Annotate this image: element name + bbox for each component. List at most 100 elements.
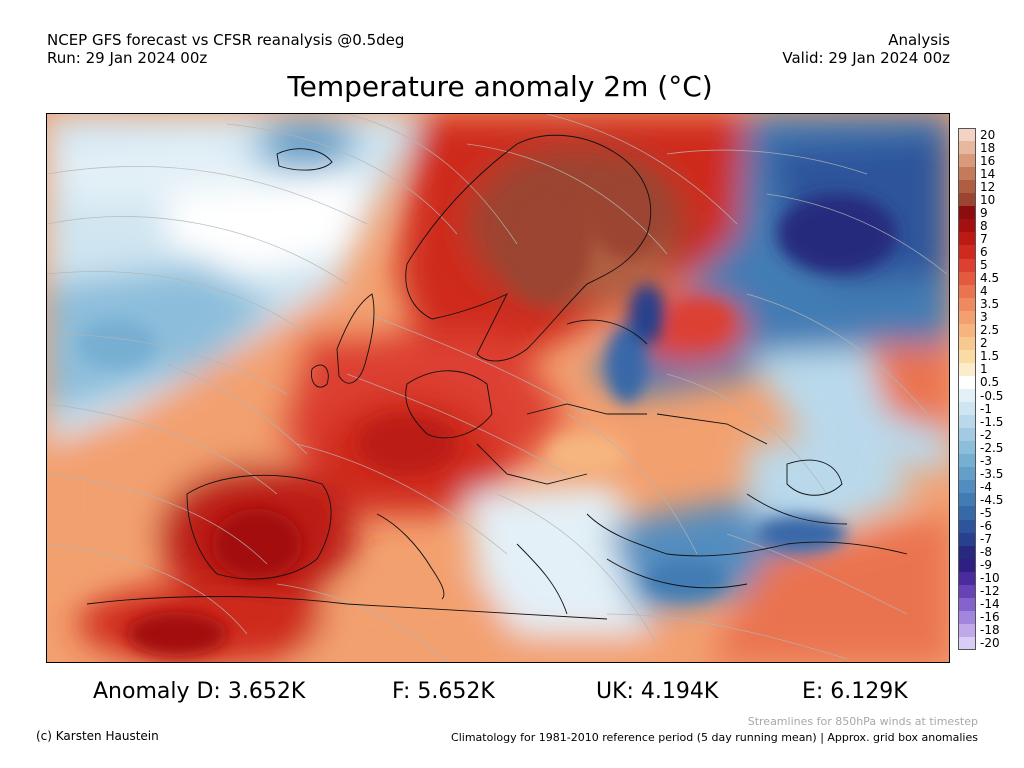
colorbar-cell: [958, 310, 976, 325]
colorbar-label: -4.5: [980, 492, 1004, 507]
colorbar-label: -12: [980, 584, 1000, 599]
colorbar-cell: [958, 349, 976, 364]
colorbar-cell: [958, 493, 976, 507]
colorbar-label: 16: [980, 153, 996, 168]
colorbar-label: -3: [980, 453, 992, 468]
colorbar-label: -20: [980, 636, 1000, 651]
colorbar-cell: [958, 323, 976, 338]
colorbar-label: 2.5: [980, 323, 1000, 338]
colorbar-cell: [958, 441, 976, 455]
colorbar-cell: [958, 154, 976, 168]
colorbar-cell: [958, 128, 976, 142]
colorbar-cell: [958, 532, 976, 547]
anomaly-detail: [77, 169, 897, 656]
colorbar-cell: [958, 480, 976, 494]
colorbar-label: -1: [980, 401, 992, 416]
anomaly-d-value: Anomaly D: 3.652K: [93, 679, 306, 704]
colorbar-label: -16: [980, 610, 1000, 625]
run-line: Run: 29 Jan 2024 00z: [47, 49, 208, 67]
colorbar-cell: [958, 180, 976, 194]
colorbar-label: 0.5: [980, 375, 1000, 390]
colorbar-label: 3.5: [980, 297, 1000, 312]
anomaly-field-svg: [47, 114, 949, 662]
colorbar-cell: [958, 636, 976, 651]
streamline-note: Streamlines for 850hPa winds at timestep: [747, 715, 978, 728]
colorbar-cell: [958, 232, 976, 246]
colorbar-cell: [958, 375, 976, 390]
colorbar-label: -2.5: [980, 440, 1004, 455]
colorbar-label: 7: [980, 231, 988, 246]
colorbar-label: 10: [980, 192, 996, 207]
colorbar-cell: [958, 219, 976, 233]
colorbar-label: 1.5: [980, 349, 1000, 364]
colorbar-cell: [958, 467, 976, 481]
wind-streamlines: [47, 114, 948, 662]
colorbar-cell: [958, 402, 976, 416]
colorbar-label: -8: [980, 545, 992, 560]
colorbar-cell: [958, 389, 976, 403]
colorbar-label: -3.5: [980, 466, 1004, 481]
header-left: NCEP GFS forecast vs CFSR reanalysis @0.…: [47, 31, 404, 67]
colorbar-cell: [958, 571, 976, 586]
colorbar-cell: [958, 558, 976, 573]
colorbar-label: -14: [980, 597, 1000, 612]
source-line: NCEP GFS forecast vs CFSR reanalysis @0.…: [47, 31, 405, 49]
header-right: Analysis Valid: 29 Jan 2024 00z: [782, 31, 950, 67]
colorbar-label: 14: [980, 166, 996, 181]
colorbar-cell: [958, 245, 976, 259]
colorbar-cell: [958, 258, 976, 273]
colorbar-label: 5: [980, 258, 988, 273]
climatology-note: Climatology for 1981-2010 reference peri…: [451, 731, 978, 744]
colorbar-label: -1.5: [980, 414, 1004, 429]
colorbar-cell: [958, 519, 976, 534]
colorbar-label: -10: [980, 571, 1000, 586]
colorbar-label: 4.5: [980, 271, 1000, 286]
colorbar-cell: [958, 193, 976, 207]
colorbar-cell: [958, 362, 976, 377]
colorbar-cell: [958, 336, 976, 351]
colorbar-label: -6: [980, 519, 992, 534]
copyright-text: (c) Karsten Haustein: [36, 729, 159, 743]
colorbar-label: -9: [980, 558, 992, 573]
colorbar-cell: [958, 167, 976, 181]
colorbar-label: 9: [980, 205, 988, 220]
colorbar-cell: [958, 206, 976, 220]
valid-time-line: Valid: 29 Jan 2024 00z: [782, 49, 950, 67]
anomaly-map: [46, 113, 950, 663]
colorbar: [958, 128, 976, 651]
colorbar-cell: [958, 428, 976, 442]
colorbar-cell: [958, 545, 976, 560]
colorbar-cell: [958, 297, 976, 312]
anomaly-e-value: E: 6.129K: [802, 679, 908, 704]
colorbar-label: 8: [980, 218, 988, 233]
colorbar-cell: [958, 597, 976, 612]
colorbar-cell: [958, 610, 976, 625]
colorbar-cell: [958, 584, 976, 599]
colorbar-cell: [958, 506, 976, 520]
colorbar-cell: [958, 415, 976, 429]
colorbar-label: -4: [980, 479, 992, 494]
coastlines: [86, 134, 908, 620]
analysis-type-line: Analysis: [888, 31, 950, 49]
colorbar-label: -0.5: [980, 388, 1004, 403]
colorbar-label: 1: [980, 362, 988, 377]
colorbar-label: 20: [980, 127, 996, 142]
colorbar-label: -2: [980, 427, 992, 442]
colorbar-label: 18: [980, 140, 996, 155]
colorbar-label: 4: [980, 284, 988, 299]
colorbar-label: -7: [980, 532, 992, 547]
anomaly-f-value: F: 5.652K: [392, 679, 495, 704]
colorbar-label: -5: [980, 505, 992, 520]
anomaly-uk-value: UK: 4.194K: [596, 679, 719, 704]
colorbar-cell: [958, 284, 976, 299]
colorbar-cell: [958, 141, 976, 155]
colorbar-cell: [958, 454, 976, 468]
colorbar-label: 12: [980, 179, 996, 194]
colorbar-label: -18: [980, 623, 1000, 638]
colorbar-label: 2: [980, 336, 988, 351]
colorbar-cell: [958, 623, 976, 638]
map-title: Temperature anomaly 2m (°C): [287, 70, 713, 103]
colorbar-label: 6: [980, 244, 988, 259]
colorbar-cell: [958, 271, 976, 286]
colorbar-label: 3: [980, 310, 988, 325]
